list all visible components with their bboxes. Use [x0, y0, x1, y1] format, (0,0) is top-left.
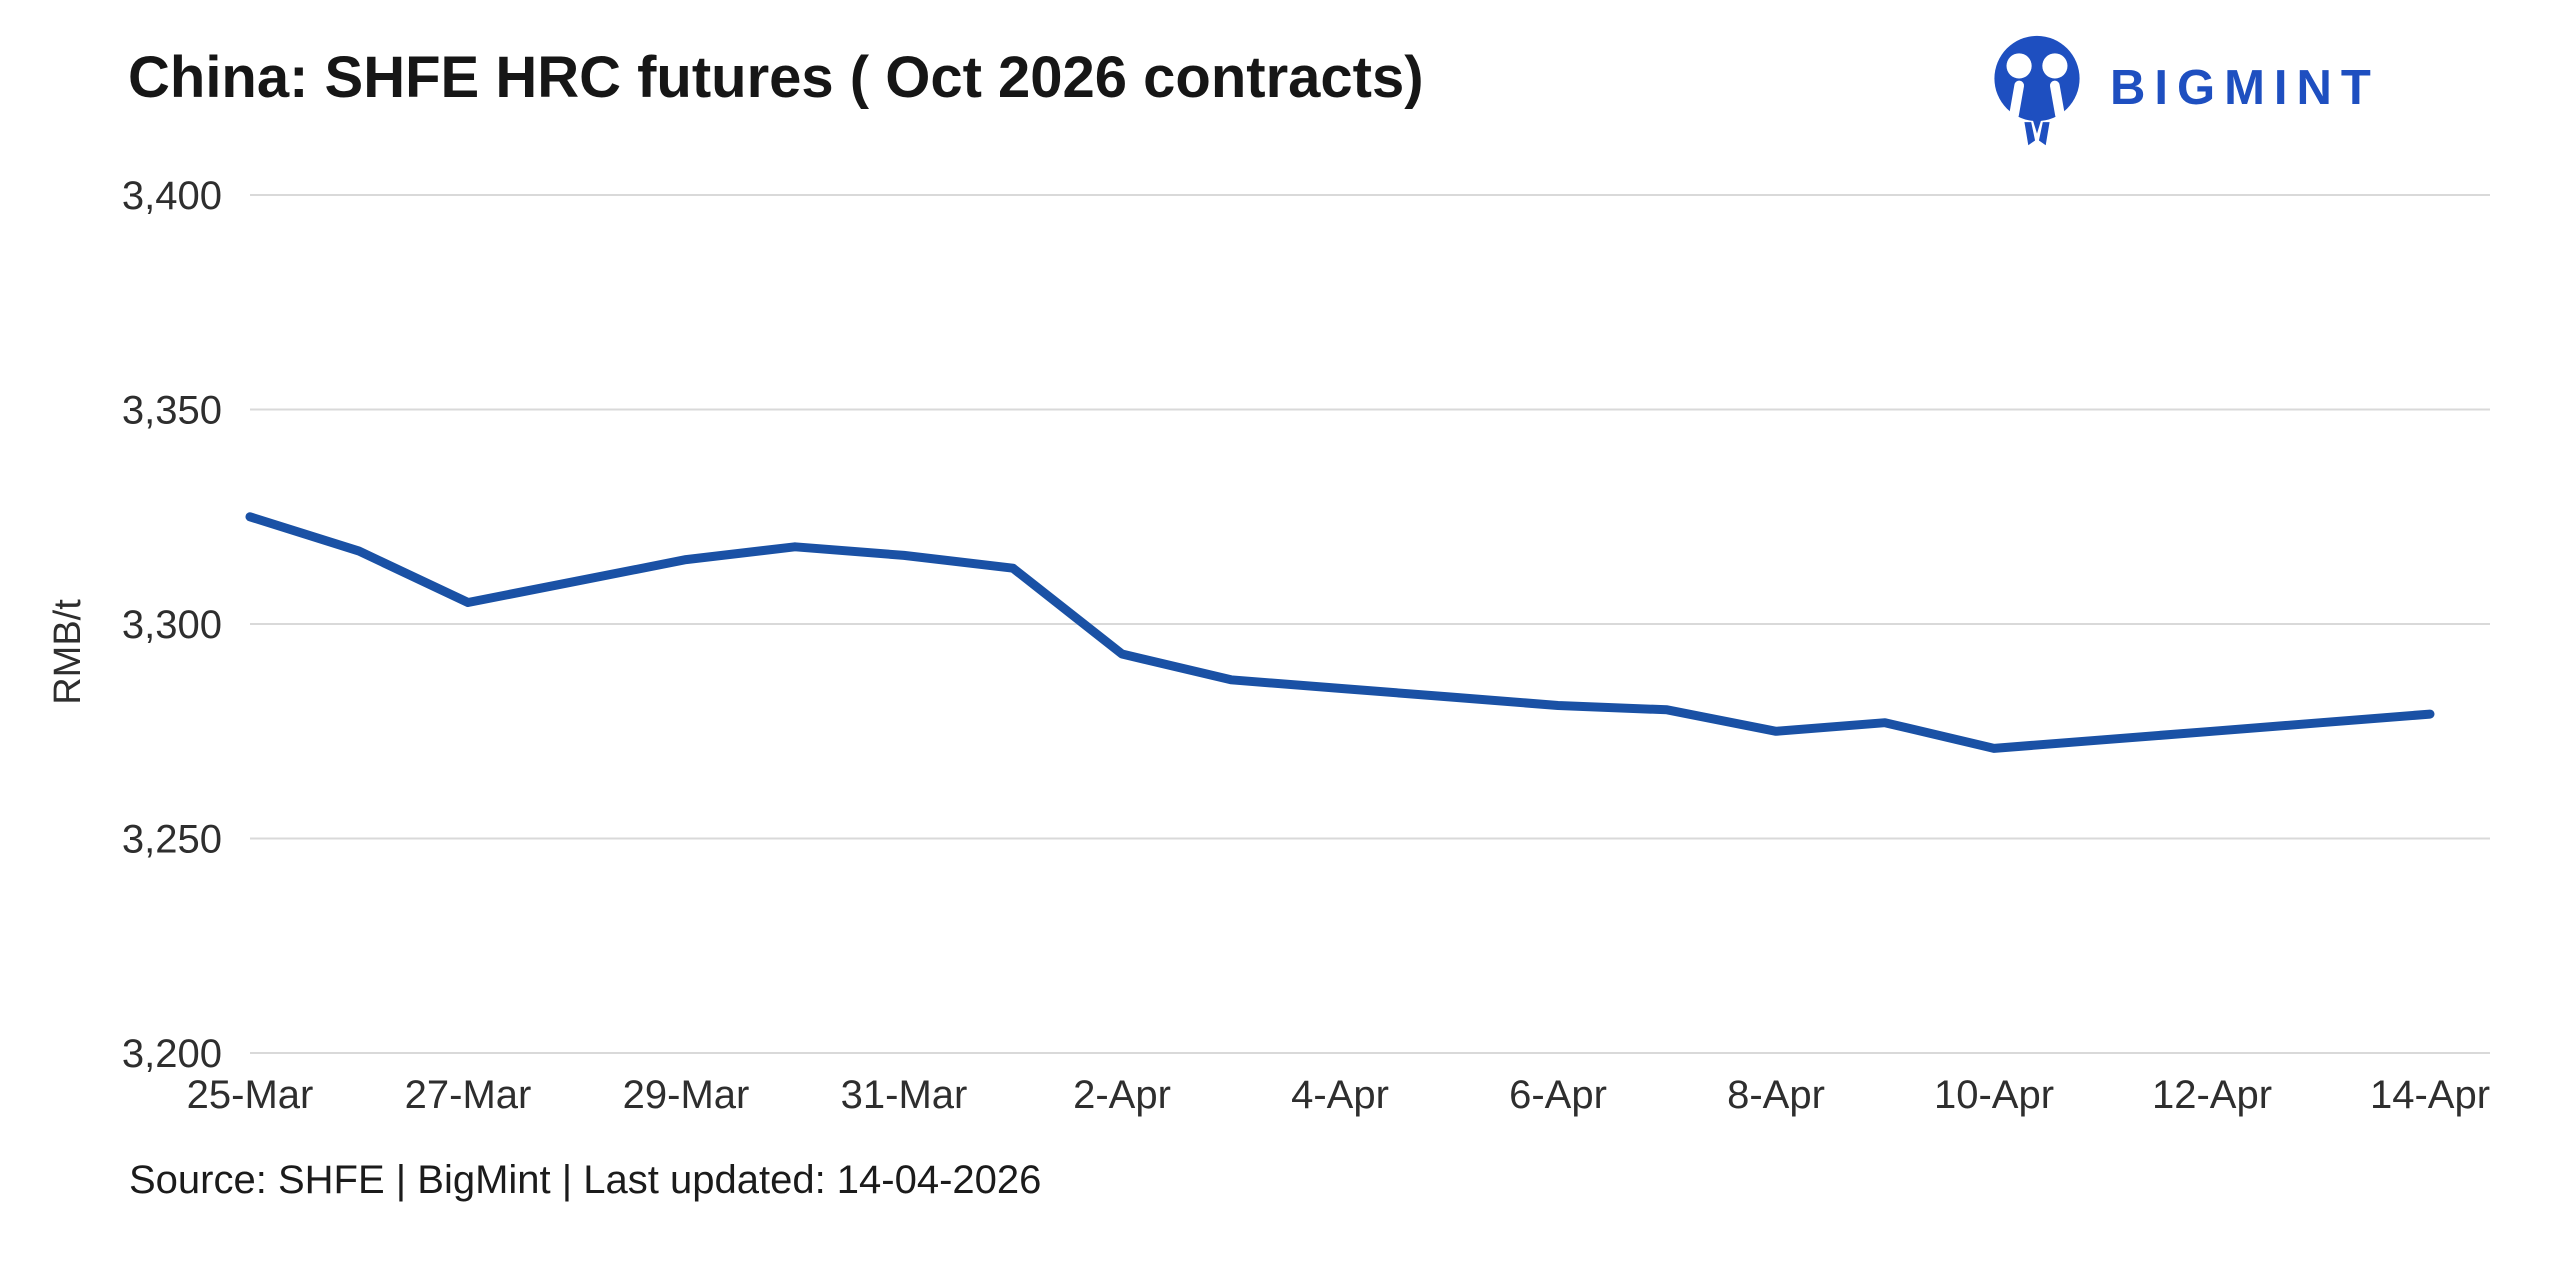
y-tick-label: 3,300 [122, 603, 222, 647]
x-tick-label: 4-Apr [1291, 1073, 1389, 1117]
x-tick-label: 8-Apr [1727, 1073, 1825, 1117]
x-tick-label: 27-Mar [405, 1073, 532, 1117]
bigmint-logo-text: BIGMINT [2110, 61, 2380, 115]
x-tick-label: 6-Apr [1509, 1073, 1607, 1117]
x-tick-label: 2-Apr [1073, 1073, 1171, 1117]
y-tick-label: 3,200 [122, 1032, 222, 1076]
y-tick-label: 3,350 [122, 389, 222, 433]
source-note: Source: SHFE | BigMint | Last updated: 1… [129, 1158, 1042, 1202]
y-tick-label: 3,250 [122, 818, 222, 862]
y-axis-title: RMB/t [47, 599, 89, 705]
chart-title: China: SHFE HRC futures ( Oct 2026 contr… [128, 45, 1424, 110]
y-tick-label: 3,400 [122, 174, 222, 218]
x-tick-label: 14-Apr [2370, 1073, 2490, 1117]
bigmint-logo-icon [1994, 35, 2080, 146]
price-line [245, 512, 2435, 753]
x-tick-label: 10-Apr [1934, 1073, 2054, 1117]
bigmint-logo: BIGMINT [1988, 34, 2380, 154]
x-tick-label: 25-Mar [187, 1073, 314, 1117]
x-tick-label: 29-Mar [623, 1073, 750, 1117]
x-tick-label: 12-Apr [2152, 1073, 2272, 1117]
x-tick-label: 31-Mar [841, 1073, 968, 1117]
